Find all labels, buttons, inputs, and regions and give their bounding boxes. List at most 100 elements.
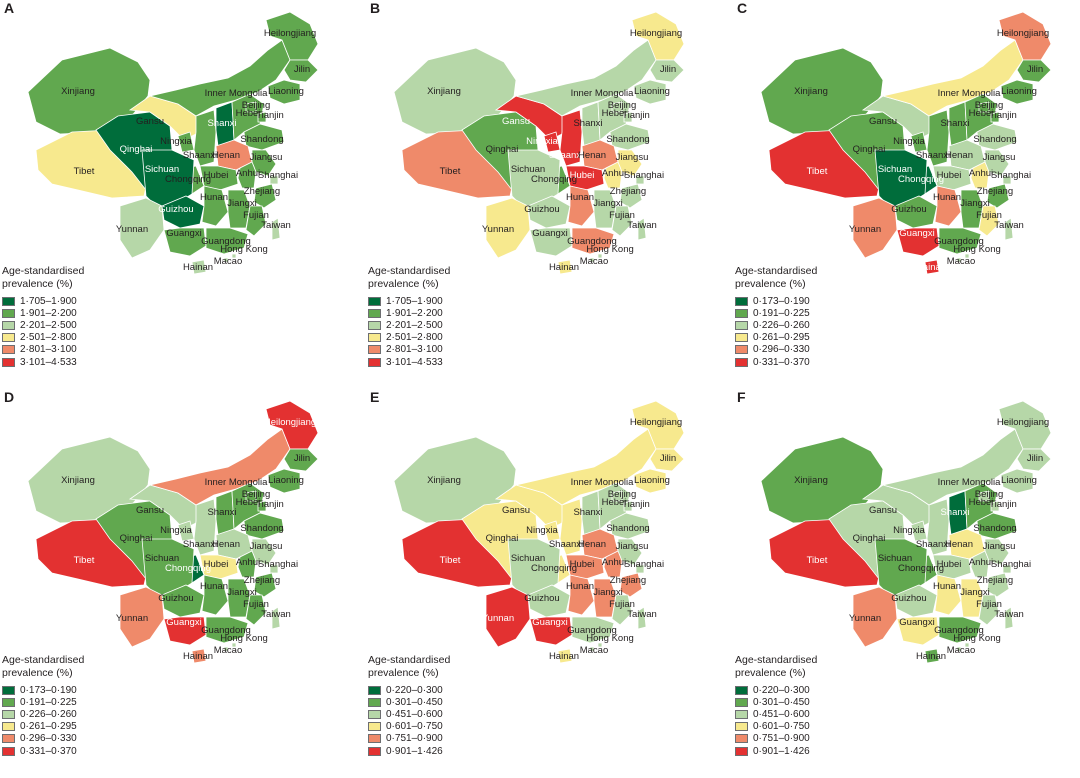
region-label: Yunnan bbox=[116, 224, 148, 235]
region-label: Guangxi bbox=[166, 617, 201, 628]
legend-label: 0·173–0·190 bbox=[20, 684, 77, 696]
region-label: Liaoning bbox=[268, 475, 304, 486]
region-label: Ningxia bbox=[893, 136, 925, 147]
province-guizhou bbox=[161, 584, 205, 618]
legend-label: 0·191–0·225 bbox=[20, 696, 77, 708]
region-label: Ningxia bbox=[160, 136, 192, 147]
province-macao bbox=[589, 257, 595, 263]
province-taiwan bbox=[1004, 217, 1014, 241]
region-label: Jiangxi bbox=[227, 587, 257, 598]
region-label: Jiangsu bbox=[983, 152, 1016, 163]
region-label: Henan bbox=[945, 539, 973, 550]
legend-swatch bbox=[2, 697, 15, 707]
region-label: Hunan bbox=[200, 581, 228, 592]
region-label: Guizhou bbox=[891, 204, 926, 215]
legend-item: 0·173–0·190 bbox=[735, 295, 817, 307]
region-label: Tibet bbox=[440, 166, 461, 177]
legend-swatch bbox=[2, 685, 15, 695]
region-label: Shandong bbox=[606, 523, 649, 534]
region-label: Sichuan bbox=[511, 164, 545, 175]
region-label: Shandong bbox=[973, 134, 1016, 145]
legend-title: prevalence (%) bbox=[735, 278, 806, 290]
region-label: Hainan bbox=[549, 651, 579, 662]
region-label: Guangdong bbox=[567, 625, 617, 636]
legend-swatch bbox=[2, 320, 15, 330]
panel-letter: E bbox=[370, 389, 380, 405]
province-anhui bbox=[237, 550, 257, 578]
province-shaanxi bbox=[193, 109, 217, 167]
region-label: Jilin bbox=[660, 64, 676, 75]
legend-title: Age-standardised bbox=[2, 265, 85, 277]
province-hong-kong bbox=[964, 253, 970, 259]
region-label: Hong Kong bbox=[953, 633, 1001, 644]
region-label: Qinghai bbox=[120, 533, 153, 544]
region-label: Shaanxi bbox=[549, 150, 583, 161]
region-label: Xinjiang bbox=[61, 475, 95, 486]
region-label: Jiangxi bbox=[227, 198, 257, 209]
province-tianjin bbox=[623, 111, 633, 123]
legend-swatch bbox=[735, 320, 748, 330]
legend-swatch bbox=[735, 709, 748, 719]
province-hunan bbox=[934, 185, 962, 227]
province-hunan bbox=[567, 574, 595, 616]
province-shanghai bbox=[269, 175, 279, 185]
legend-item: 3·101–4·533 bbox=[2, 356, 84, 368]
province-jilin bbox=[1016, 59, 1052, 83]
region-label: Taiwan bbox=[994, 220, 1024, 231]
panel-letter: D bbox=[4, 389, 15, 405]
legend-label: 0·901–1·426 bbox=[386, 745, 443, 757]
region-label: Macao bbox=[214, 256, 243, 267]
region-label: Beijing bbox=[242, 100, 271, 111]
province-liaoning bbox=[633, 468, 667, 494]
region-label: Shanxi bbox=[940, 507, 969, 518]
legend-label: 2·201–2·500 bbox=[386, 319, 443, 331]
region-label: Hebei bbox=[236, 497, 261, 508]
province-anhui bbox=[603, 550, 623, 578]
region-label: Zhejiang bbox=[244, 186, 280, 197]
province-zhejiang bbox=[619, 572, 643, 598]
province-jilin bbox=[649, 448, 685, 472]
legend-label: 0·331–0·370 bbox=[753, 356, 810, 368]
region-label: Tibet bbox=[440, 555, 461, 566]
region-label: Shanghai bbox=[624, 170, 664, 181]
region-label: Hubei bbox=[570, 559, 595, 570]
region-label: Guangdong bbox=[567, 236, 617, 247]
region-label: Jilin bbox=[294, 453, 310, 464]
province-fujian bbox=[611, 205, 633, 237]
legend-swatch bbox=[368, 722, 381, 732]
province-fujian bbox=[978, 594, 1000, 626]
province-taiwan bbox=[637, 606, 647, 630]
region-label: Xinjiang bbox=[61, 86, 95, 97]
province-hainan bbox=[557, 259, 573, 275]
region-label: Chongqing bbox=[165, 563, 211, 574]
region-label: Jilin bbox=[660, 453, 676, 464]
province-xinjiang bbox=[393, 436, 517, 524]
province-yunnan bbox=[119, 586, 165, 648]
province-zhejiang bbox=[986, 183, 1010, 209]
legend-item: 0·901–1·426 bbox=[368, 745, 450, 757]
region-label: Shaanxi bbox=[183, 539, 217, 550]
region-label: Sichuan bbox=[878, 164, 912, 175]
region-label: Ningxia bbox=[526, 525, 558, 536]
region-label: Beijing bbox=[975, 489, 1004, 500]
map-legend: Age-standardised prevalence (%) 1·705–1·90… bbox=[2, 265, 84, 368]
region-label: Tibet bbox=[74, 555, 95, 566]
province-hainan bbox=[191, 259, 207, 275]
legend-item: 2·801–3·100 bbox=[2, 344, 84, 356]
province-yunnan bbox=[852, 586, 898, 648]
region-label: Liaoning bbox=[634, 86, 670, 97]
province-shaanxi bbox=[559, 109, 583, 167]
region-label: Ningxia bbox=[160, 525, 192, 536]
province-shanghai bbox=[635, 175, 645, 185]
region-label: Heilongjiang bbox=[997, 417, 1049, 428]
legend-item: 1·901–2·200 bbox=[2, 307, 84, 319]
legend-item: 0·296–0·330 bbox=[735, 344, 817, 356]
region-label: Shanghai bbox=[258, 170, 298, 181]
legend-swatch bbox=[735, 734, 748, 744]
region-label: Taiwan bbox=[261, 220, 291, 231]
region-label: Guangdong bbox=[934, 625, 984, 636]
legend-item: 0·331–0·370 bbox=[735, 356, 817, 368]
region-label: Shandong bbox=[240, 523, 283, 534]
province-taiwan bbox=[271, 606, 281, 630]
